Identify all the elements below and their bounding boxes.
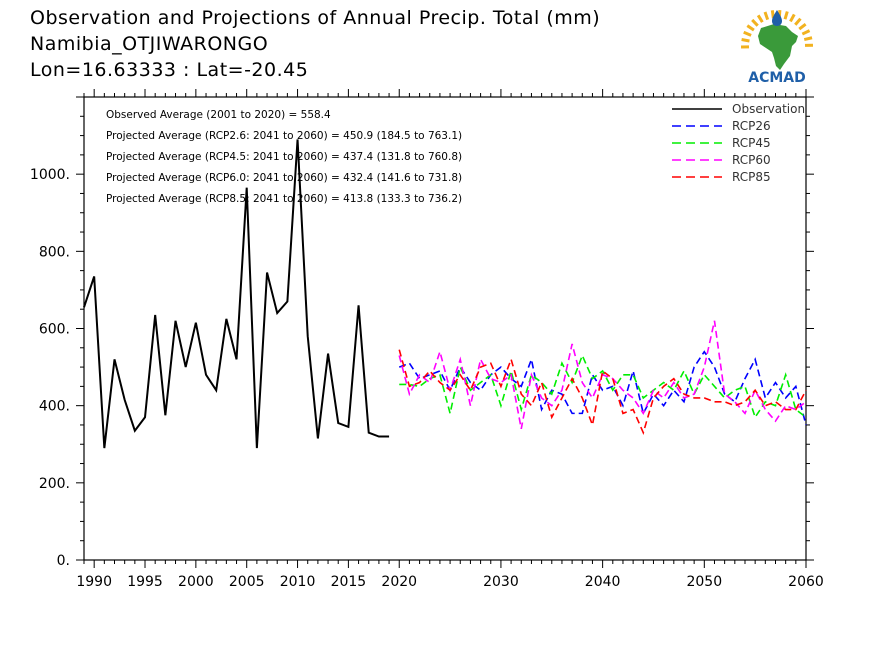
sun-ray <box>763 11 770 21</box>
sun-ray <box>756 14 764 23</box>
sun-ray <box>798 22 807 31</box>
series-line-rcp85 <box>398 349 807 436</box>
legend-label: RCP85 <box>732 170 771 184</box>
legend-label: RCP60 <box>732 153 771 167</box>
chart-legend: Observation RCP26 RCP45 RCP60 RCP85 <box>672 102 805 184</box>
y-tick-label: 800. <box>39 244 70 260</box>
legend-label: RCP45 <box>732 136 771 150</box>
water-drop-icon <box>772 10 782 26</box>
x-tick-label: 2050 <box>686 574 722 590</box>
chart-title: Observation and Projections of Annual Pr… <box>30 7 601 29</box>
x-tick-label: 2015 <box>331 574 367 590</box>
average-annotation: Projected Average (RCP4.5: 2041 to 2060)… <box>106 151 462 163</box>
x-tick-label: 2000 <box>178 574 214 590</box>
x-tick-label: 2060 <box>788 574 824 590</box>
average-annotation: Projected Average (RCP6.0: 2041 to 2060)… <box>106 172 462 184</box>
chart-series <box>83 139 807 449</box>
average-annotation: Projected Average (RCP2.6: 2041 to 2060)… <box>106 130 462 142</box>
x-tick-label: 2030 <box>483 574 519 590</box>
sun-ray <box>746 24 755 32</box>
x-tick-label: 1990 <box>76 574 112 590</box>
sun-ray <box>789 13 796 23</box>
x-tick-label: 2020 <box>381 574 417 590</box>
y-tick-label: 1000. <box>30 167 70 183</box>
sun-ray <box>794 17 802 26</box>
sun-ray <box>741 38 750 43</box>
station-coords: Lon=16.63333 : Lat=-20.45 <box>30 59 309 81</box>
station-name: Namibia_OTJIWARONGO <box>30 33 269 55</box>
chart-axes: 0. 200. 400. 600. 800. 1000. 1990 1995 2000 2005 2… <box>30 89 824 590</box>
series-line-observation <box>83 139 390 449</box>
sun-ray <box>783 11 789 20</box>
sun-rays-icon <box>740 9 814 49</box>
y-tick-label: 0. <box>57 553 70 569</box>
y-tick-label: 600. <box>39 322 70 338</box>
legend-label: Observation <box>732 102 805 116</box>
sun-ray <box>743 30 752 37</box>
africa-map-icon <box>758 24 798 70</box>
legend-label: RCP26 <box>732 119 771 133</box>
x-tick-label: 2005 <box>229 574 265 590</box>
acmad-logo: ACMAD <box>736 6 818 86</box>
y-tick-label: 200. <box>39 476 70 492</box>
y-tick-label: 400. <box>39 399 70 415</box>
series-line-rcp45 <box>399 353 807 420</box>
average-annotation: Observed Average (2001 to 2020) = 558.4 <box>106 109 331 121</box>
logo-text: ACMAD <box>748 70 806 86</box>
x-tick-label: 2040 <box>585 574 621 590</box>
average-annotation: Projected Average (RCP8.5: 2041 to 2060)… <box>106 193 462 205</box>
sun-ray <box>751 18 759 27</box>
chart-annotations: Observed Average (2001 to 2020) = 558.4 P… <box>106 109 462 205</box>
x-tick-label: 1995 <box>127 574 163 590</box>
sun-ray <box>803 36 813 42</box>
series-line-rcp26 <box>398 350 807 426</box>
x-tick-label: 2010 <box>280 574 316 590</box>
sun-ray <box>801 29 811 36</box>
plot-frame <box>83 96 807 561</box>
